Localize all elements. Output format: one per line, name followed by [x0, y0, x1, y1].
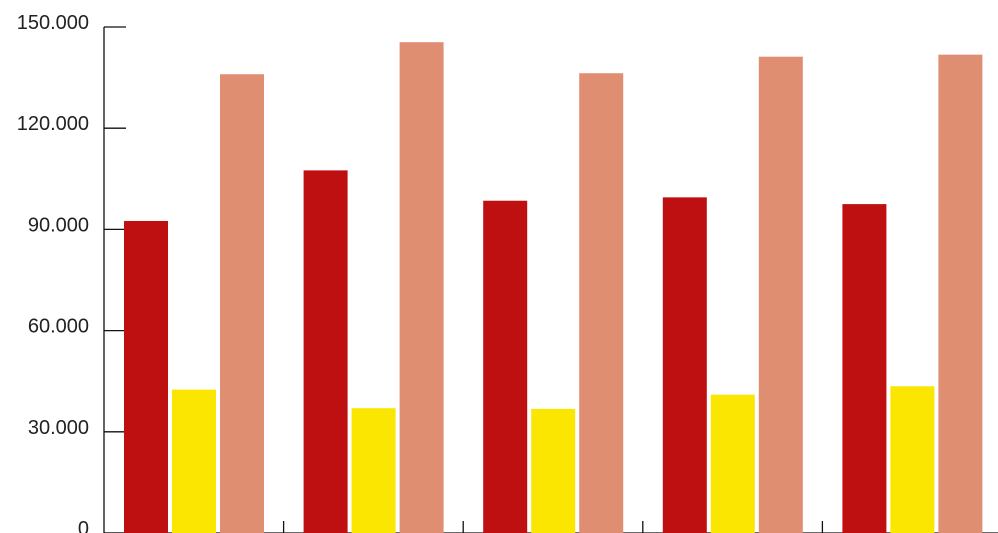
y-tick-label: 60.000 — [28, 316, 89, 338]
bar-group-1-series-1 — [124, 220, 168, 533]
bar-group-5-series-2 — [890, 386, 935, 533]
y-axis: 0 30.000 60.000 90.000 120.000 150.000 — [17, 12, 126, 533]
bar-group-3-series-2 — [531, 408, 576, 533]
x-axis — [104, 521, 998, 533]
bar-group-2-series-1 — [303, 170, 348, 533]
y-tick-label: 90.000 — [28, 214, 89, 236]
bar-group-2-series-2 — [351, 408, 396, 533]
bar-group-4-series-2 — [710, 394, 755, 533]
bar-group-3-series-1 — [483, 200, 528, 533]
y-tick-label: 0 — [78, 518, 89, 533]
bar-group-4-series-1 — [662, 197, 707, 533]
bar-group-5-series-3 — [938, 54, 983, 533]
bar-group-1-series-2 — [172, 389, 216, 533]
bar-group-3-series-3 — [579, 73, 624, 533]
bar-group-4-series-3 — [758, 56, 803, 533]
bar-group-5-series-1 — [842, 204, 887, 533]
bars — [124, 42, 983, 533]
bar-group-1-series-3 — [220, 74, 264, 533]
y-tick-label: 30.000 — [28, 417, 89, 439]
y-tick-label: 120.000 — [17, 113, 89, 135]
y-tick-label: 150.000 — [17, 12, 89, 34]
bar-group-2-series-3 — [399, 42, 444, 533]
